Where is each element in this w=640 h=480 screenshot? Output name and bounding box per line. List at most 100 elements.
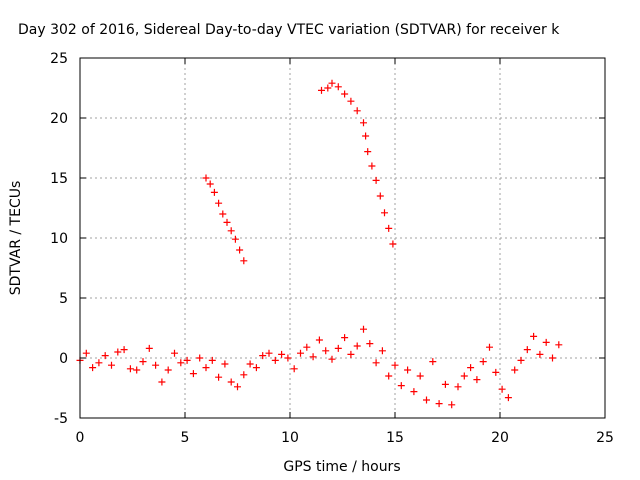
data-point (328, 79, 336, 87)
data-point (95, 359, 103, 367)
data-point (334, 83, 342, 91)
data-point (429, 358, 437, 366)
data-point (362, 132, 370, 140)
data-point (542, 338, 550, 346)
data-point (202, 174, 210, 182)
data-point (315, 336, 323, 344)
data-point (234, 383, 241, 391)
data-point (227, 378, 235, 386)
data-point (328, 355, 336, 363)
data-point (366, 340, 374, 348)
data-point (126, 365, 134, 373)
data-point (259, 352, 267, 360)
data-point (423, 396, 430, 404)
plot-frame (79, 57, 606, 419)
data-point (454, 383, 462, 391)
data-point (318, 86, 325, 94)
y-tick-label: 0 (59, 351, 68, 367)
data-point (303, 343, 311, 351)
data-point (397, 382, 405, 390)
data-point (171, 349, 178, 357)
data-point (364, 148, 372, 156)
data-point (381, 209, 388, 217)
data-point (492, 368, 500, 376)
data-point (284, 354, 292, 362)
data-point (353, 342, 361, 350)
y-axis-label: SDTVAR / TECUs (8, 181, 24, 296)
x-tick-label: 5 (181, 430, 190, 446)
data-point (145, 344, 153, 352)
data-point (164, 366, 172, 374)
data-point (549, 354, 556, 362)
chart-title: Day 302 of 2016, Sidereal Day-to-day VTE… (18, 22, 560, 38)
data-point (271, 356, 279, 364)
data-point (523, 346, 531, 354)
x-tick-label: 0 (76, 430, 85, 446)
data-point (479, 358, 487, 366)
data-point (202, 364, 210, 372)
y-tick-label: 25 (50, 51, 68, 67)
data-point (189, 370, 197, 378)
data-point (101, 352, 109, 360)
data-point (530, 332, 538, 340)
data-point (410, 388, 418, 396)
data-point (347, 97, 355, 105)
data-point (324, 84, 332, 92)
y-tick-label: 15 (50, 171, 68, 187)
data-point (385, 372, 393, 380)
data-point (219, 210, 227, 218)
data-point (322, 347, 330, 355)
data-point (139, 358, 147, 366)
data-point (240, 371, 248, 379)
x-tick-label: 10 (281, 430, 299, 446)
data-point (498, 385, 506, 393)
data-point (360, 325, 367, 333)
y-tick-label: 5 (59, 291, 68, 307)
data-point (372, 176, 380, 184)
data-point (378, 347, 386, 355)
data-point (206, 180, 214, 188)
data-point (240, 257, 248, 265)
y-tick-label: 10 (50, 231, 68, 247)
data-point (221, 360, 229, 368)
data-point (223, 218, 231, 226)
data-point (460, 372, 468, 380)
data-point (309, 353, 317, 361)
data-point (252, 364, 260, 372)
data-point (278, 350, 286, 358)
data-point (504, 394, 512, 402)
data-point (555, 341, 563, 349)
data-point (208, 356, 216, 364)
grid (80, 58, 605, 418)
data-point (486, 343, 493, 351)
data-point (297, 349, 304, 357)
data-point (360, 119, 367, 127)
data-point (82, 349, 90, 357)
data-point (441, 380, 449, 388)
data-point (265, 349, 273, 357)
data-point (215, 373, 223, 381)
y-tick-label: -5 (54, 411, 68, 427)
data-point (210, 188, 218, 196)
x-tick-label: 15 (386, 430, 404, 446)
data-point (353, 107, 361, 115)
data-point (236, 246, 244, 254)
data-point (517, 356, 525, 364)
data-point (133, 366, 141, 374)
data-point (183, 356, 191, 364)
data-point (347, 350, 355, 358)
data-point (404, 366, 412, 374)
data-point (290, 365, 298, 373)
data-point (448, 401, 456, 409)
data-point (389, 240, 397, 248)
data-point (231, 235, 239, 243)
data-point (341, 90, 349, 98)
y-tick-label: 20 (50, 111, 68, 127)
data-point (391, 361, 399, 369)
data-point (246, 360, 254, 368)
data-point (435, 400, 443, 408)
data-point (536, 350, 544, 358)
axis-ticks: 0 5 10 15 20 25 -5 0 5 10 15 20 25 (50, 51, 614, 446)
data-point (227, 227, 235, 235)
